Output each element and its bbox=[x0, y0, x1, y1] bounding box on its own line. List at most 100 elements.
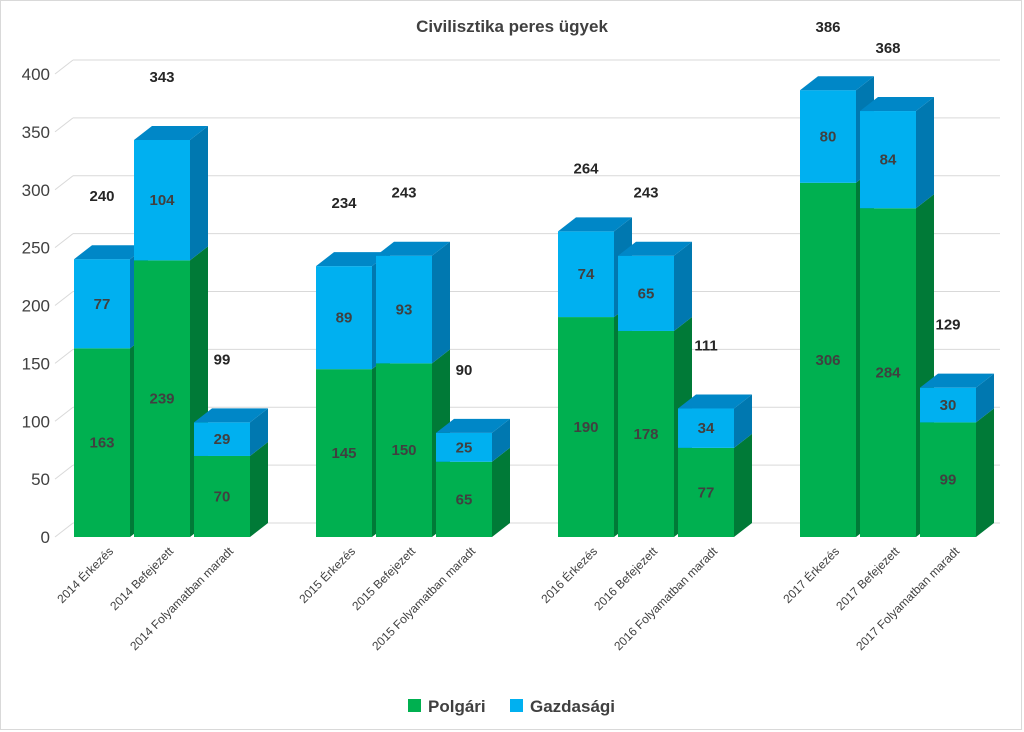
bar-side-polgari bbox=[734, 433, 752, 537]
total-value-label: 129 bbox=[935, 317, 960, 334]
gridline-depth bbox=[54, 522, 74, 538]
total-value-label: 111 bbox=[694, 338, 717, 355]
x-tick-label: 2015 Érkezés bbox=[296, 544, 359, 607]
y-axis: 0 50 100 150 200 250 300 350 400 bbox=[22, 65, 50, 547]
bar-side-polgari bbox=[250, 441, 268, 537]
segment-value-label: 34 bbox=[698, 420, 715, 437]
total-value-label: 243 bbox=[633, 185, 658, 202]
total-value-label: 264 bbox=[573, 160, 599, 177]
y-tick-label: 300 bbox=[22, 181, 50, 200]
x-tick-label: 2015 Befejezett bbox=[349, 544, 418, 613]
bar-segment-polgari bbox=[376, 363, 432, 537]
bar-side-polgari bbox=[492, 447, 510, 537]
total-value-label: 343 bbox=[149, 69, 174, 86]
bars bbox=[74, 76, 994, 538]
bar-segment-polgari bbox=[194, 455, 250, 537]
segment-value-label: 190 bbox=[573, 419, 598, 436]
bar-segment-gazdasagi bbox=[436, 432, 492, 462]
bar-segment-polgari bbox=[74, 348, 130, 537]
total-value-label: 99 bbox=[214, 351, 231, 368]
bar-top-face bbox=[134, 125, 208, 140]
data-labels: 163 77 240 239 104 343 70 29 99 145 89 234 150 93 243 6… bbox=[89, 19, 960, 508]
segment-value-label: 70 bbox=[214, 488, 231, 505]
bar-top-face bbox=[678, 394, 752, 409]
gridline-depth bbox=[54, 406, 74, 422]
segment-value-label: 65 bbox=[456, 491, 473, 508]
gridline-depth bbox=[54, 291, 74, 306]
y-tick-label: 50 bbox=[31, 470, 50, 489]
y-tick-label: 400 bbox=[22, 65, 50, 84]
bar-top-face bbox=[618, 241, 692, 256]
bar-side-gazdasagi bbox=[734, 394, 752, 448]
segment-value-label: 77 bbox=[698, 484, 715, 501]
segment-value-label: 84 bbox=[880, 152, 897, 169]
segment-value-label: 306 bbox=[815, 352, 840, 369]
bar-segment-gazdasagi bbox=[316, 266, 372, 370]
bar-segment-polgari bbox=[860, 208, 916, 537]
y-tick-label: 200 bbox=[22, 297, 50, 316]
segment-value-label: 77 bbox=[94, 296, 111, 313]
segment-value-label: 163 bbox=[89, 435, 114, 452]
segment-value-label: 104 bbox=[149, 192, 175, 209]
segment-value-label: 145 bbox=[331, 445, 356, 462]
bar-segment-gazdasagi bbox=[920, 387, 976, 423]
gridline-depth bbox=[54, 233, 74, 249]
bar-segment-gazdasagi bbox=[134, 139, 190, 261]
bar-top-face bbox=[558, 217, 632, 232]
gridline-depth bbox=[54, 348, 74, 364]
bar-side-gazdasagi bbox=[492, 418, 510, 462]
bar-top-face bbox=[860, 97, 934, 112]
legend: Polgári Gazdasági bbox=[408, 697, 615, 716]
bar-top-face bbox=[376, 241, 450, 256]
segment-value-label: 178 bbox=[633, 426, 658, 443]
x-tick-label: 2015 Folyamatban maradt bbox=[369, 544, 478, 653]
x-tick-label: 2014 Érkezés bbox=[54, 544, 117, 607]
bar-segment-gazdasagi bbox=[800, 90, 856, 183]
total-value-label: 90 bbox=[456, 362, 473, 379]
segment-value-label: 25 bbox=[456, 439, 473, 456]
bar-segment-gazdasagi bbox=[558, 231, 614, 318]
y-tick-label: 350 bbox=[22, 123, 50, 142]
x-tick-label: 2016 Folyamatban maradt bbox=[611, 544, 720, 653]
y-tick-label: 100 bbox=[22, 412, 50, 431]
gridline-depth bbox=[54, 464, 74, 480]
bar-top-face bbox=[194, 408, 268, 423]
bar-segment-gazdasagi bbox=[376, 255, 432, 364]
total-value-label: 368 bbox=[875, 40, 900, 57]
bar-segment-gazdasagi bbox=[74, 259, 130, 349]
gridline-depth bbox=[54, 175, 74, 191]
x-tick-label: 2014 Folyamatban maradt bbox=[127, 544, 236, 653]
segment-value-label: 80 bbox=[820, 129, 837, 146]
y-tick-label: 0 bbox=[41, 528, 50, 547]
gridline-depth bbox=[54, 59, 74, 75]
segment-value-label: 284 bbox=[875, 365, 901, 382]
legend-label-polgari: Polgári bbox=[428, 697, 486, 716]
bar-side-polgari bbox=[976, 408, 994, 537]
total-value-label: 240 bbox=[89, 188, 114, 205]
total-value-label: 386 bbox=[815, 19, 840, 36]
bar-side-gazdasagi bbox=[250, 408, 268, 456]
total-value-label: 234 bbox=[331, 195, 357, 212]
bar-segment-polgari bbox=[558, 317, 614, 537]
bar-segment-polgari bbox=[316, 369, 372, 537]
bar-side-gazdasagi bbox=[674, 241, 692, 331]
total-value-label: 243 bbox=[391, 185, 416, 202]
legend-swatch-polgari bbox=[408, 699, 421, 712]
segment-value-label: 89 bbox=[336, 310, 353, 327]
segment-value-label: 99 bbox=[940, 472, 957, 489]
y-tick-label: 250 bbox=[22, 239, 50, 258]
segment-value-label: 150 bbox=[391, 442, 416, 459]
bar-top-face bbox=[74, 245, 148, 260]
bar-segment-polgari bbox=[678, 447, 734, 537]
bar-top-face bbox=[800, 76, 874, 91]
chart-title: Civilisztika peres ügyek bbox=[416, 17, 608, 36]
x-tick-label: 2016 Érkezés bbox=[538, 544, 601, 607]
bar-segment-polgari bbox=[436, 461, 492, 537]
x-tick-label: 2016 Befejezett bbox=[591, 544, 660, 613]
bar-segment-gazdasagi bbox=[678, 408, 734, 448]
segment-value-label: 29 bbox=[214, 431, 231, 448]
segment-value-label: 74 bbox=[578, 266, 595, 283]
x-tick-label: 2017 Érkezés bbox=[780, 544, 843, 607]
